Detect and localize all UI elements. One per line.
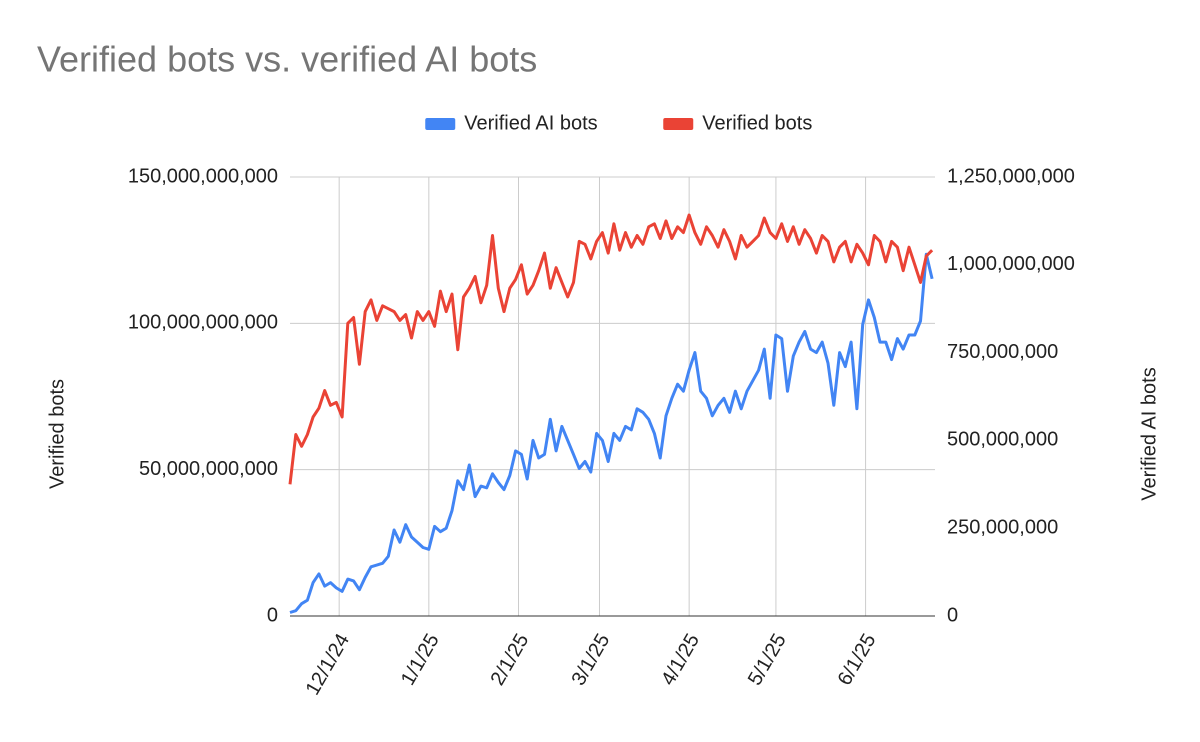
legend-swatch <box>425 118 456 130</box>
chart-title: Verified bots vs. verified AI bots <box>37 39 537 80</box>
legend-swatch <box>663 118 694 130</box>
y2-tick-label: 500,000,000 <box>947 429 1058 451</box>
y-tick-label: 100,000,000,000 <box>128 312 278 334</box>
y2-tick-label: 0 <box>947 604 958 626</box>
series-line <box>288 213 934 485</box>
y2-tick-label: 250,000,000 <box>947 516 1058 538</box>
legend-label: Verified AI bots <box>464 112 597 134</box>
y-axis-title: Verified bots <box>46 379 68 489</box>
legend-label: Verified bots <box>702 112 812 134</box>
y2-tick-label: 1,000,000,000 <box>947 253 1075 275</box>
y2-tick-label: 750,000,000 <box>947 341 1058 363</box>
y-tick-label: 150,000,000,000 <box>128 165 278 187</box>
y2-tick-label: 1,250,000,000 <box>947 165 1075 187</box>
y2-axis-title: Verified AI bots <box>1138 367 1160 500</box>
y-tick-label: 0 <box>267 604 278 626</box>
series-line <box>289 252 934 614</box>
y-tick-label: 50,000,000,000 <box>139 458 278 480</box>
